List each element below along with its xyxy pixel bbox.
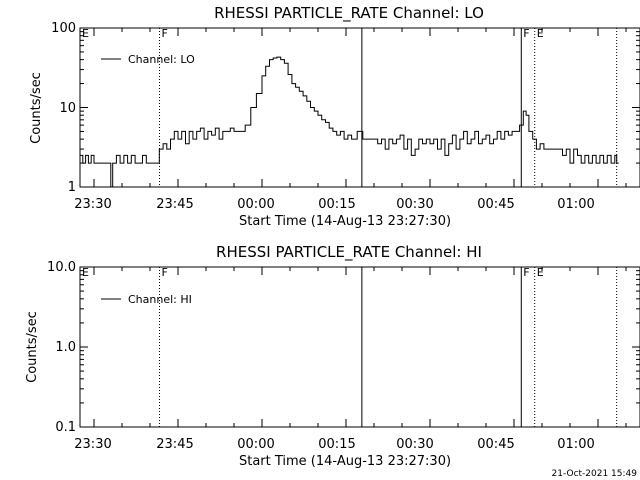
series-line-lo (80, 56, 619, 188)
x-axis-label: Start Time (14-Aug-13 23:27:30) (239, 454, 451, 469)
event-marker-label: E (537, 266, 544, 279)
axis-ticks (80, 27, 640, 188)
event-marker-label: E (537, 27, 544, 40)
x-axis-label: Start Time (14-Aug-13 23:27:30) (239, 214, 451, 229)
x-tick-label: 00:00 (237, 197, 274, 212)
legend: Channel: HI (101, 293, 192, 306)
x-tick-label: 23:45 (156, 197, 193, 212)
x-tick-label: 23:30 (74, 197, 111, 212)
y-tick-labels: 100 10 1 (51, 21, 76, 195)
y-tick-labels: 10.0 1.0 0.1 (47, 260, 76, 435)
y-tick-label: 10 (59, 101, 76, 116)
y-tick-label: 1 (68, 180, 76, 195)
x-tick-label: 00:15 (318, 437, 355, 452)
legend-label: Channel: LO (128, 53, 195, 66)
x-tick-label: 00:45 (477, 437, 514, 452)
y-axis-label: Counts/sec (25, 311, 40, 383)
event-marker-label: F (162, 266, 168, 279)
legend: Channel: LO (101, 53, 195, 66)
event-marker-label: E (82, 266, 89, 279)
x-tick-labels: 23:30 23:45 00:00 00:15 00:30 00:45 01:0… (74, 437, 594, 452)
plot-frame (79, 266, 640, 428)
x-tick-labels: 23:30 23:45 00:00 00:15 00:30 00:45 01:0… (74, 197, 594, 212)
x-tick-label: 01:00 (557, 437, 594, 452)
legend-label: Channel: HI (128, 293, 192, 306)
y-tick-label: 1.0 (55, 340, 76, 355)
x-tick-label: 23:45 (156, 437, 193, 452)
x-tick-label: 00:30 (396, 197, 433, 212)
x-tick-label: 01:00 (557, 197, 594, 212)
x-tick-label: 00:00 (237, 437, 274, 452)
x-tick-label: 00:45 (477, 197, 514, 212)
chart-title: RHESSI PARTICLE_RATE Channel: HI (216, 243, 482, 262)
event-marker-label: F (162, 27, 168, 40)
event-marker-label: E (82, 27, 89, 40)
y-tick-label: 0.1 (55, 420, 76, 435)
y-tick-label: 100 (51, 21, 76, 36)
y-axis-label: Counts/sec (29, 72, 44, 144)
event-marker-label: F (523, 266, 529, 279)
event-marker-label: F (523, 27, 529, 40)
x-tick-label: 23:30 (74, 437, 111, 452)
x-tick-label: 00:15 (318, 197, 355, 212)
y-tick-label: 10.0 (47, 260, 76, 275)
x-tick-label: 00:30 (396, 437, 433, 452)
chart-title: RHESSI PARTICLE_RATE Channel: LO (214, 4, 484, 23)
plot-frame (79, 27, 640, 188)
footer-timestamp: 21-Oct-2021 15:49 (552, 469, 638, 479)
axis-ticks (80, 266, 640, 428)
